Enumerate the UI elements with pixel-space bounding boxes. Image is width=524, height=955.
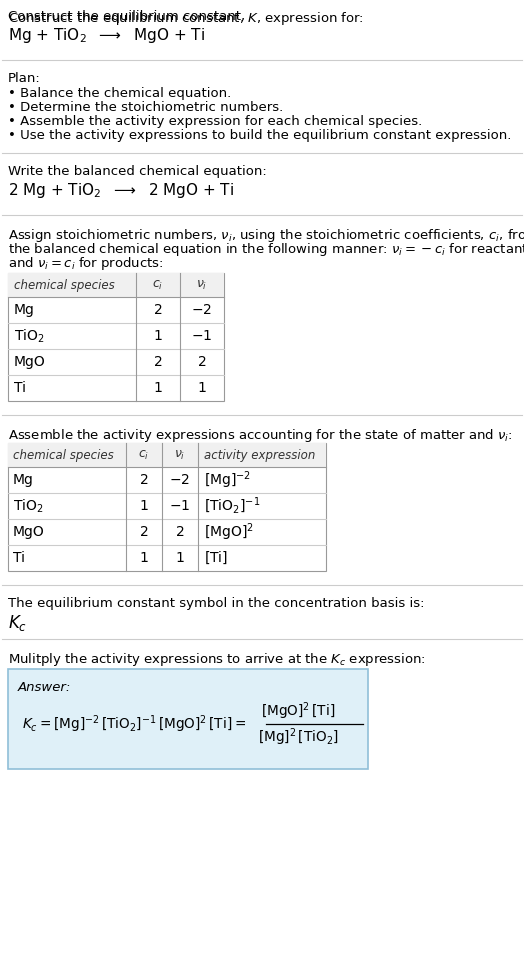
Bar [8,443,326,571]
Text: $-1$: $-1$ [169,499,191,513]
Text: $K_c$: $K_c$ [8,613,27,633]
FancyBboxPatch shape [8,669,368,769]
Text: $c_i$: $c_i$ [152,279,163,291]
Text: 2: 2 [176,525,184,539]
Text: Ti: Ti [14,381,26,395]
Text: 1: 1 [139,499,148,513]
Text: Write the balanced chemical equation:: Write the balanced chemical equation: [8,165,267,178]
Text: $[\mathrm{Mg}]^{-2}$: $[\mathrm{Mg}]^{-2}$ [204,469,251,491]
Text: The equilibrium constant symbol in the concentration basis is:: The equilibrium constant symbol in the c… [8,597,424,610]
Text: $-1$: $-1$ [191,329,213,343]
Text: activity expression: activity expression [204,449,315,461]
Text: $[\mathrm{TiO_2}]^{-1}$: $[\mathrm{TiO_2}]^{-1}$ [204,496,260,517]
Text: Assign stoichiometric numbers, $\nu_i$, using the stoichiometric coefficients, $: Assign stoichiometric numbers, $\nu_i$, … [8,227,524,244]
Text: $K_c = [\mathrm{Mg}]^{-2}\,[\mathrm{TiO_2}]^{-1}\,[\mathrm{MgO}]^{2}\,[\mathrm{T: $K_c = [\mathrm{Mg}]^{-2}\,[\mathrm{TiO_… [22,713,246,734]
Text: • Use the activity expressions to build the equilibrium constant expression.: • Use the activity expressions to build … [8,129,511,142]
Text: $[\mathrm{MgO}]^{2}$: $[\mathrm{MgO}]^{2}$ [204,521,254,542]
Text: Plan:: Plan: [8,72,41,85]
Text: 2 Mg + TiO$_2$  $\longrightarrow$  2 MgO + Ti: 2 Mg + TiO$_2$ $\longrightarrow$ 2 MgO +… [8,181,234,200]
Text: 2: 2 [154,303,162,317]
Text: Mg: Mg [13,473,34,487]
Bar [8,443,326,467]
Text: $[\mathrm{Mg}]^2\,[\mathrm{TiO_2}]$: $[\mathrm{Mg}]^2\,[\mathrm{TiO_2}]$ [258,726,339,748]
Text: Construct the equilibrium constant, $K$, expression for:: Construct the equilibrium constant, $K$,… [8,10,364,27]
Text: $\nu_i$: $\nu_i$ [174,449,185,461]
Text: $\nu_i$: $\nu_i$ [196,279,208,291]
Text: $c_i$: $c_i$ [138,449,150,461]
Text: • Assemble the activity expression for each chemical species.: • Assemble the activity expression for e… [8,115,422,128]
Text: TiO$_2$: TiO$_2$ [14,328,45,345]
Text: Mg: Mg [14,303,35,317]
Text: $-2$: $-2$ [191,303,213,317]
Text: 1: 1 [154,381,162,395]
Text: $[\mathrm{MgO}]^2\,[\mathrm{Ti}]$: $[\mathrm{MgO}]^2\,[\mathrm{Ti}]$ [261,700,335,722]
Text: the balanced chemical equation in the following manner: $\nu_i = -c_i$ for react: the balanced chemical equation in the fo… [8,241,524,258]
Text: 1: 1 [154,329,162,343]
Text: 1: 1 [198,381,206,395]
Text: • Balance the chemical equation.: • Balance the chemical equation. [8,87,231,100]
Text: Mulitply the activity expressions to arrive at the $K_c$ expression:: Mulitply the activity expressions to arr… [8,651,426,668]
Text: $-2$: $-2$ [169,473,191,487]
Text: MgO: MgO [14,355,46,369]
Text: MgO: MgO [13,525,45,539]
Text: $[\mathrm{Ti}]$: $[\mathrm{Ti}]$ [204,550,228,566]
Text: 1: 1 [139,551,148,565]
Text: Mg + TiO$_2$  $\longrightarrow$  MgO + Ti: Mg + TiO$_2$ $\longrightarrow$ MgO + Ti [8,26,205,45]
Bar [8,273,224,401]
Text: and $\nu_i = c_i$ for products:: and $\nu_i = c_i$ for products: [8,255,163,272]
Text: 2: 2 [139,473,148,487]
Text: Assemble the activity expressions accounting for the state of matter and $\nu_i$: Assemble the activity expressions accoun… [8,427,512,444]
Text: chemical species: chemical species [13,449,114,461]
Text: Construct the equilibrium constant,: Construct the equilibrium constant, [8,10,249,23]
Text: • Determine the stoichiometric numbers.: • Determine the stoichiometric numbers. [8,101,283,114]
Text: TiO$_2$: TiO$_2$ [13,498,43,515]
Text: Answer:: Answer: [18,681,71,694]
Text: chemical species: chemical species [14,279,115,291]
Text: 2: 2 [154,355,162,369]
Text: 2: 2 [198,355,206,369]
Text: Ti: Ti [13,551,25,565]
Text: 1: 1 [176,551,184,565]
Bar [8,273,224,297]
Text: 2: 2 [139,525,148,539]
